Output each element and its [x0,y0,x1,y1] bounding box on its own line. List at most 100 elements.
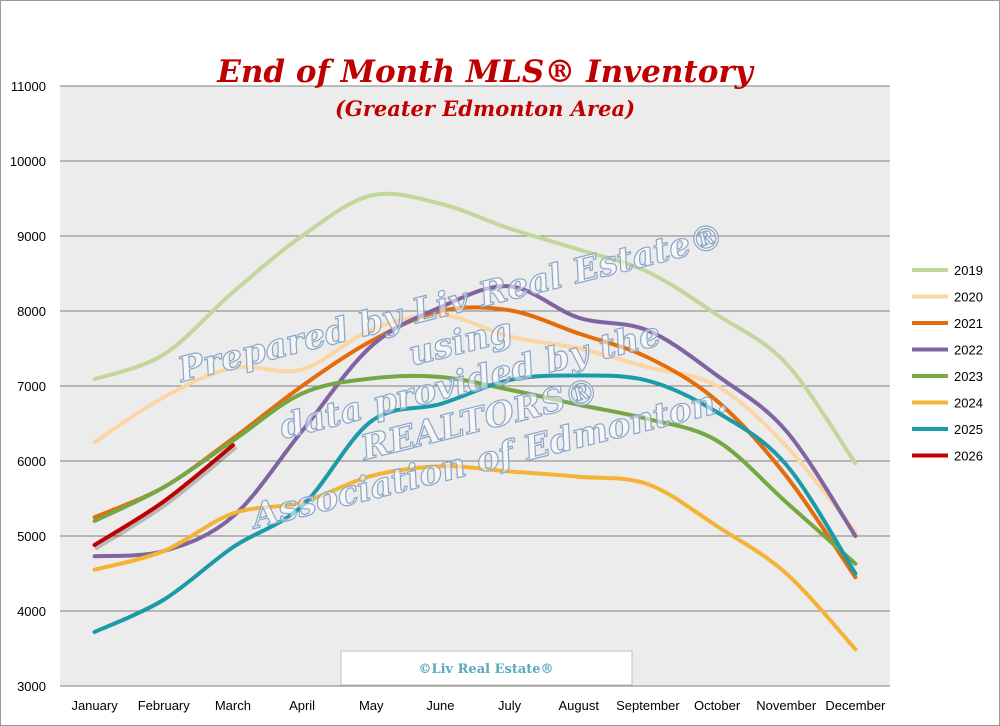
data-point-2022 [92,554,97,558]
data-point-2023 [853,562,858,566]
data-point-2022 [715,373,719,378]
data-point-2019 [577,247,581,252]
data-point-2019 [369,193,373,198]
y-tick-label: 4000 [17,604,46,619]
gridlines [60,85,890,687]
data-point-2022 [853,534,858,538]
data-point-2020 [162,395,166,399]
data-point-2023 [715,439,719,443]
data-point-2019 [715,313,719,317]
data-point-2025 [507,378,512,382]
x-tick-label: November [756,698,817,713]
data-point-2020 [577,346,581,351]
x-tick-label: May [359,698,384,713]
legend-label-2026: 2026 [954,449,983,464]
y-axis-ticks: 3000 4000 5000 6000 7000 8000 9000 10000 11000 [10,79,46,694]
data-point-2024 [646,482,650,486]
x-tick-label: February [138,698,191,713]
legend-label-2021: 2021 [954,316,983,331]
x-tick-label: January [71,698,118,713]
data-point-2021 [369,339,373,343]
data-point-2020 [438,313,443,317]
x-axis-ticks: January February March April May June July Augu… [71,698,886,713]
series-line-2025 [92,373,858,634]
data-point-2022 [784,429,788,433]
data-point-2019 [507,226,512,231]
data-point-2022 [438,305,443,309]
legend-label-2023: 2023 [954,369,983,384]
data-point-2021 [507,308,512,312]
data-point-2025 [231,545,235,549]
y-tick-label: 6000 [17,454,46,469]
credit-text: ©Liv Real Estate® [418,662,553,677]
data-point-2019 [162,352,166,357]
y-tick-label: 7000 [17,379,46,394]
data-point-2025 [162,598,166,602]
data-point-2020 [784,444,788,448]
x-tick-label: August [559,698,600,713]
data-point-2023 [577,403,581,407]
data-point-2024 [577,475,581,479]
data-point-2023 [507,388,512,392]
x-tick-label: June [426,698,454,713]
chart-title: End of Month MLS® Inventory [216,54,755,90]
data-point-2021 [715,399,719,403]
data-point-2025 [784,463,788,467]
legend-label-2025: 2025 [954,422,983,437]
data-point-2023 [646,417,650,421]
y-tick-label: 11000 [11,79,46,94]
data-point-2020 [646,365,650,369]
data-point-2022 [507,284,512,288]
x-tick-label: December [825,698,886,713]
chart-subtitle: (Greater Edmonton Area) [335,96,635,121]
legend: 2019 2020 2021 2022 2023 2024 2025 2026 [912,263,983,464]
y-tick-label: 9000 [17,229,46,244]
data-point-2022 [369,344,373,348]
x-tick-label: April [289,698,315,713]
data-point-2026 [231,443,235,447]
data-point-2024 [162,549,166,553]
data-point-2023 [162,485,166,489]
data-point-2025 [853,571,858,576]
data-point-2024 [507,469,512,474]
legend-label-2020: 2020 [954,290,983,305]
x-tick-label: September [616,698,680,713]
data-point-2022 [300,429,304,433]
data-point-2023 [438,375,443,379]
legend-label-2019: 2019 [954,263,983,278]
y-tick-label: 10000 [10,154,46,169]
y-tick-label: 8000 [17,304,46,319]
data-point-2025 [646,379,650,383]
data-point-2019 [92,377,97,381]
legend-label-2022: 2022 [954,343,983,358]
series-line-2019 [92,191,858,466]
data-point-2026 [92,543,97,547]
data-point-2024 [784,571,788,576]
data-point-2024 [231,511,235,516]
data-point-2024 [92,568,97,572]
credit-box [340,650,633,686]
data-point-2021 [853,575,858,579]
data-point-2025 [369,419,373,423]
series-line-2020 [92,312,858,535]
data-point-2025 [300,504,304,508]
data-point-2025 [715,410,719,414]
data-point-2025 [577,373,581,378]
data-point-2021 [438,309,443,313]
data-point-2026 [162,499,166,504]
series-layer [92,191,858,652]
data-point-2024 [369,474,373,478]
data-point-2019 [853,461,858,465]
data-point-2022 [577,316,581,320]
x-tick-label: March [215,698,251,713]
data-point-2020 [300,367,304,372]
data-point-2021 [577,331,581,336]
data-point-2024 [438,464,443,468]
data-point-2022 [646,328,650,333]
data-point-2019 [231,290,235,294]
data-point-2023 [369,376,373,381]
data-point-2023 [784,500,788,504]
data-point-2019 [784,361,788,366]
data-point-2023 [300,391,304,396]
